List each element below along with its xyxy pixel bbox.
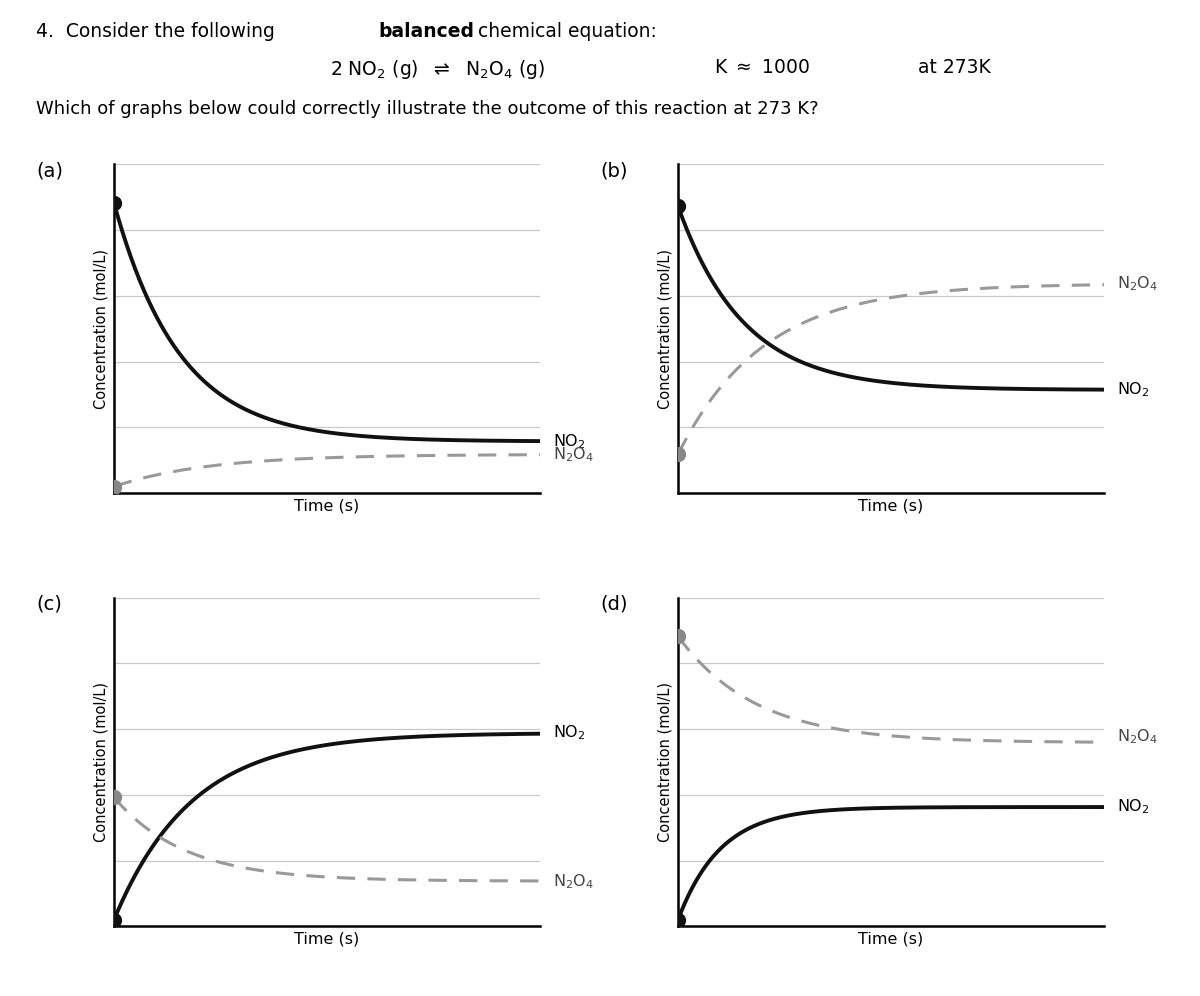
X-axis label: Time (s): Time (s)	[858, 499, 924, 514]
Text: NO$_2$: NO$_2$	[1117, 380, 1150, 399]
Text: (a): (a)	[36, 161, 64, 180]
Text: (b): (b)	[600, 161, 628, 180]
X-axis label: Time (s): Time (s)	[294, 499, 360, 514]
Text: NO$_2$: NO$_2$	[553, 723, 586, 742]
Text: NO$_2$: NO$_2$	[553, 432, 586, 451]
Y-axis label: Concentration (mol/L): Concentration (mol/L)	[658, 682, 672, 842]
Y-axis label: Concentration (mol/L): Concentration (mol/L)	[94, 682, 108, 842]
Text: at 273K: at 273K	[918, 58, 991, 77]
Text: 4.  Consider the following: 4. Consider the following	[36, 22, 281, 41]
Text: N$_2$O$_4$: N$_2$O$_4$	[1117, 727, 1158, 746]
Text: NO$_2$: NO$_2$	[1117, 798, 1150, 817]
Text: balanced: balanced	[378, 22, 474, 41]
X-axis label: Time (s): Time (s)	[858, 932, 924, 947]
Text: 2 NO$_2$ (g)  $\rightleftharpoons$  N$_2$O$_4$ (g): 2 NO$_2$ (g) $\rightleftharpoons$ N$_2$O…	[330, 58, 545, 81]
Text: chemical equation:: chemical equation:	[472, 22, 656, 41]
Y-axis label: Concentration (mol/L): Concentration (mol/L)	[658, 249, 672, 408]
Text: N$_2$O$_4$: N$_2$O$_4$	[1117, 274, 1158, 293]
Text: (c): (c)	[36, 595, 62, 614]
Text: N$_2$O$_4$: N$_2$O$_4$	[553, 872, 594, 890]
Text: N$_2$O$_4$: N$_2$O$_4$	[553, 445, 594, 464]
Text: K $\approx$ 1000: K $\approx$ 1000	[714, 58, 810, 77]
Text: (d): (d)	[600, 595, 628, 614]
Y-axis label: Concentration (mol/L): Concentration (mol/L)	[94, 249, 108, 408]
X-axis label: Time (s): Time (s)	[294, 932, 360, 947]
Text: Which of graphs below could correctly illustrate the outcome of this reaction at: Which of graphs below could correctly il…	[36, 100, 818, 118]
